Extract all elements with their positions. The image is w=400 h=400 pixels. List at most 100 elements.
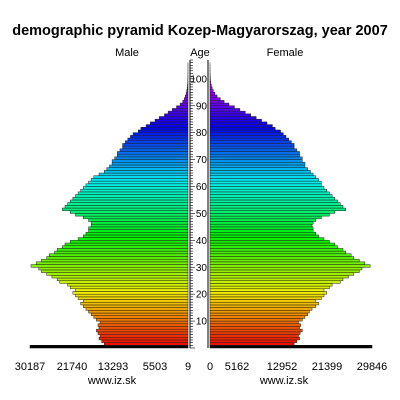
male-bar-age-13 [88,310,189,314]
male-axis-tick: 13293 [98,361,129,373]
male-bar-age-61 [88,180,189,185]
female-bar-age-46 [209,221,314,225]
male-bar-age-62 [90,178,189,182]
female-bar-age-54 [209,199,338,203]
male-bar-age-74 [122,145,189,150]
male-bar-age-66 [106,167,189,171]
female-bar-age-61 [209,180,322,185]
female-bar-age-92 [209,97,221,101]
female-bar-age-64 [209,172,314,176]
female-bar-age-44 [209,226,314,230]
male-bar-age-29 [38,267,189,271]
male-bar-age-86 [164,113,189,117]
female-bar-age-66 [209,167,308,171]
male-bar-age-19 [75,293,189,298]
male-bar-age-67 [109,164,189,168]
male-bar-age-90 [179,102,189,107]
female-bar-age-15 [209,304,317,308]
male-bar-age-52 [64,205,189,209]
female-bar-age-2 [209,339,298,343]
male-bar-age-9 [99,320,189,325]
female-bar-age-59 [209,186,325,190]
female-bar-age-80 [209,129,281,133]
female-bar-age-12 [209,312,308,316]
female-bar-age-20 [209,291,327,295]
female-bar-age-57 [209,191,330,195]
female-bar-age-8 [209,323,301,327]
male-bars [29,62,189,349]
female-bar-age-70 [209,156,303,160]
age-label: Age [190,47,210,59]
female-bar-age-26 [209,275,349,279]
female-bar-age-51 [209,207,346,211]
female-bar-age-74 [209,145,295,150]
male-bar-age-33 [46,256,189,260]
male-bar-age-83 [150,121,189,125]
female-axis-tick: 29846 [357,361,388,373]
female-bar-age-16 [209,301,319,306]
female-bar-age-84 [209,118,262,123]
chart-title: demographic pyramid Kozep-Magyarorszag, … [12,23,388,39]
age-axis: 10 20 30 40 50 60 70 80 90 100 [189,59,209,349]
male-bar-age-32 [41,258,189,263]
male-bar-age-56 [75,194,189,198]
male-bar-age-78 [130,135,189,139]
age-axis-band [189,60,209,348]
female-bar-age-98 [209,81,212,85]
female-bar-age-71 [209,153,300,158]
male-bar-age-70 [114,156,189,160]
male-bar-age-54 [69,199,189,203]
male-bar-age-30 [30,264,189,268]
female-bar-age-68 [209,162,306,166]
female-bar-age-76 [209,140,292,144]
male-bar-age-0 [29,345,189,349]
male-bar-age-58 [80,188,189,193]
age-tick-70: 70 [196,155,208,166]
male-bar-age-91 [182,100,189,104]
male-bar-age-5 [97,331,189,335]
male-bar-age-87 [167,110,189,115]
male-bar-age-95 [186,89,189,93]
male-bar-age-2 [101,339,189,343]
female-axis-tick: 21399 [312,361,343,373]
male-bar-age-75 [122,143,189,147]
female-axis-tick: 5162 [225,361,249,373]
age-tick-80: 80 [196,128,208,139]
male-axis-tick: 9 [185,361,191,373]
male-bar-age-55 [72,197,189,201]
male-bar-age-81 [140,127,189,131]
male-bar-age-49 [75,213,189,217]
male-bar-age-38 [64,242,189,246]
male-bar-age-40 [77,237,189,241]
male-bar-age-94 [185,92,189,96]
female-bar-age-50 [209,210,336,214]
female-bar-age-1 [209,342,295,346]
male-bar-age-27 [46,272,189,276]
age-tick-100: 100 [190,74,207,85]
female-bar-age-85 [209,116,257,120]
female-bar-age-95 [209,89,214,93]
female-bar-age-53 [209,202,341,206]
female-bar-age-21 [209,288,325,292]
female-bar-age-35 [209,250,346,255]
female-bar-age-96 [209,86,213,90]
male-bar-age-92 [184,97,189,101]
male-axis-tick: 5503 [143,361,167,373]
female-bar-age-14 [209,307,313,311]
male-bar-age-53 [67,202,189,206]
male-bar-age-89 [176,105,189,109]
male-bar-age-20 [72,291,189,295]
female-bar-age-25 [209,277,344,281]
female-label: Female [267,47,304,59]
female-bar-age-30 [209,264,371,268]
male-bar-age-24 [59,280,189,284]
male-bar-age-22 [69,285,189,290]
male-bar-age-93 [185,94,189,98]
female-bar-age-82 [209,124,273,128]
male-bar-age-15 [83,304,189,308]
female-bar-age-4 [209,334,299,338]
credit-right: www.iz.sk [259,375,309,387]
female-bar-age-28 [209,269,360,273]
male-bar-age-68 [111,162,189,166]
